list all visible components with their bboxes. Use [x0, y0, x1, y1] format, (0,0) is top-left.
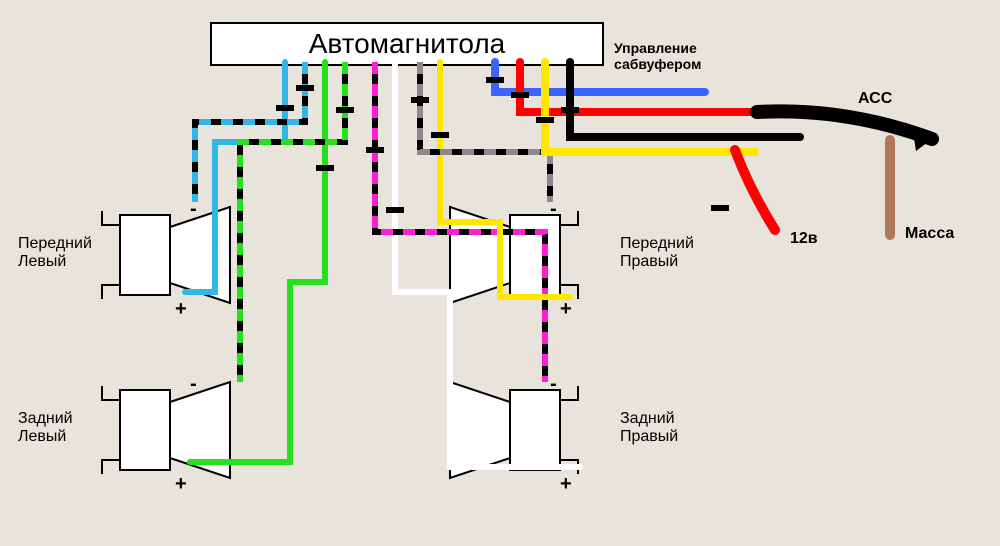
wiring-canvas — [0, 0, 1000, 546]
